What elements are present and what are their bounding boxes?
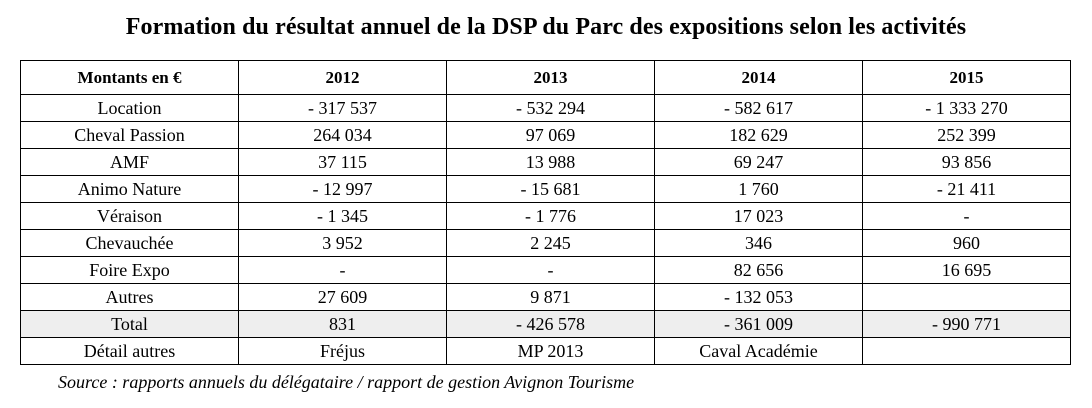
cell-2015: - 1 333 270: [862, 94, 1071, 122]
cell-2014: - 132 053: [654, 283, 863, 311]
row-label: AMF: [20, 148, 239, 176]
cell-2013: - 1 776: [446, 202, 655, 230]
cell-2014: 17 023: [654, 202, 863, 230]
cell-2012: 27 609: [238, 283, 447, 311]
cell-2014: 69 247: [654, 148, 863, 176]
cell-2014: - 582 617: [654, 94, 863, 122]
cell-2015: [862, 283, 1071, 311]
cell-2013: - 532 294: [446, 94, 655, 122]
cell-2015: 16 695: [862, 256, 1071, 284]
table-header-row: Montants en € 2012 2013 2014 2015: [20, 60, 1071, 95]
cell-2015: - 21 411: [862, 175, 1071, 203]
header-2012: 2012: [238, 60, 447, 95]
cell-2013: -: [446, 256, 655, 284]
cell-2012: - 317 537: [238, 94, 447, 122]
row-label: Autres: [20, 283, 239, 311]
cell-2013: - 426 578: [446, 310, 655, 338]
table-row: Foire Expo - - 82 656 16 695: [20, 256, 1071, 284]
cell-2012: - 12 997: [238, 175, 447, 203]
cell-2014: - 361 009: [654, 310, 863, 338]
row-label: Animo Nature: [20, 175, 239, 203]
cell-2012: -: [238, 256, 447, 284]
header-2015: 2015: [862, 60, 1071, 95]
table-row: Cheval Passion 264 034 97 069 182 629 25…: [20, 121, 1071, 149]
cell-2014: 346: [654, 229, 863, 257]
cell-2014: 82 656: [654, 256, 863, 284]
cell-2013: 97 069: [446, 121, 655, 149]
table-row: Chevauchée 3 952 2 245 346 960: [20, 229, 1071, 257]
row-label: Location: [20, 94, 239, 122]
row-label: Total: [20, 310, 239, 338]
cell-2015: [862, 337, 1071, 365]
table-row: AMF 37 115 13 988 69 247 93 856: [20, 148, 1071, 176]
total-row: Total 831 - 426 578 - 361 009 - 990 771: [20, 310, 1071, 338]
table-row: Animo Nature - 12 997 - 15 681 1 760 - 2…: [20, 175, 1071, 203]
cell-2012: Fréjus: [238, 337, 447, 365]
cell-2013: 2 245: [446, 229, 655, 257]
results-table: Montants en € 2012 2013 2014 2015 Locati…: [20, 60, 1071, 365]
source-note: Source : rapports annuels du délégataire…: [58, 372, 635, 392]
cell-2013: MP 2013: [446, 337, 655, 365]
row-label: Foire Expo: [20, 256, 239, 284]
row-label: Véraison: [20, 202, 239, 230]
cell-2012: 264 034: [238, 121, 447, 149]
table-row: Location - 317 537 - 532 294 - 582 617 -…: [20, 94, 1071, 122]
cell-2014: 182 629: [654, 121, 863, 149]
cell-2013: - 15 681: [446, 175, 655, 203]
cell-2014: Caval Académie: [654, 337, 863, 365]
cell-2015: -: [862, 202, 1071, 230]
header-2014: 2014: [654, 60, 863, 95]
table-row: Détail autres Fréjus MP 2013 Caval Acadé…: [20, 337, 1071, 365]
row-label: Cheval Passion: [20, 121, 239, 149]
row-label: Chevauchée: [20, 229, 239, 257]
table-row: Autres 27 609 9 871 - 132 053: [20, 283, 1071, 311]
header-2013: 2013: [446, 60, 655, 95]
cell-2014: 1 760: [654, 175, 863, 203]
header-amounts: Montants en €: [20, 60, 239, 95]
cell-2015: 93 856: [862, 148, 1071, 176]
table-row: Véraison - 1 345 - 1 776 17 023 -: [20, 202, 1071, 230]
cell-2013: 13 988: [446, 148, 655, 176]
cell-2012: 3 952: [238, 229, 447, 257]
page-title: Formation du résultat annuel de la DSP d…: [125, 14, 967, 40]
cell-2012: - 1 345: [238, 202, 447, 230]
cell-2015: - 990 771: [862, 310, 1071, 338]
cell-2015: 960: [862, 229, 1071, 257]
cell-2015: 252 399: [862, 121, 1071, 149]
cell-2012: 831: [238, 310, 447, 338]
cell-2012: 37 115: [238, 148, 447, 176]
row-label: Détail autres: [20, 337, 239, 365]
cell-2013: 9 871: [446, 283, 655, 311]
